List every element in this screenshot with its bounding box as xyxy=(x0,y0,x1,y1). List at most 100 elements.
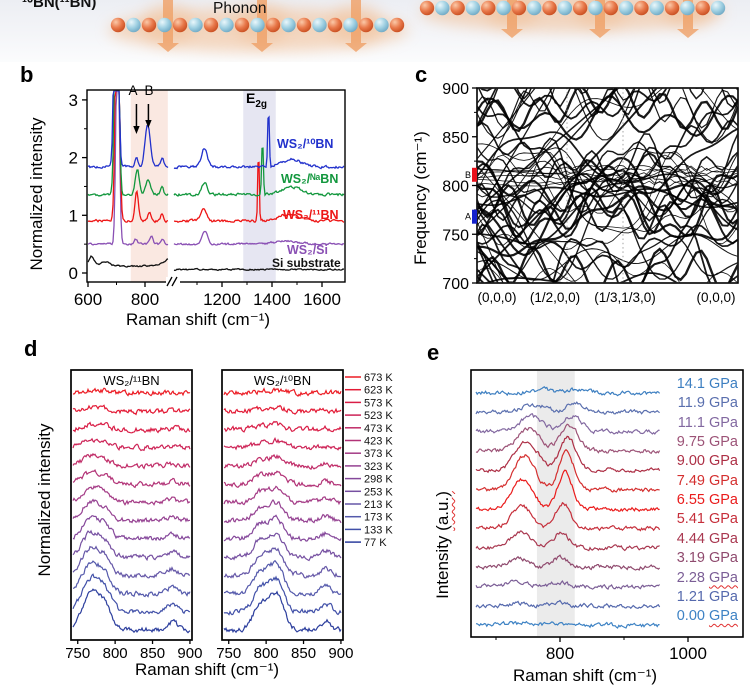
pressure-value: 9.00 xyxy=(676,453,709,470)
legend-temperature-label: 673 K xyxy=(364,372,393,384)
panel-b-letter: b xyxy=(20,62,34,87)
pressure-label: 5.41 GPa xyxy=(652,511,738,527)
pressure-value: 11.9 xyxy=(677,395,709,412)
pressure-label: 11.9 GPa xyxy=(652,395,738,411)
raman-spectrum-curve xyxy=(87,90,169,197)
temperature-spectrum-curve xyxy=(72,485,191,506)
phonon-band xyxy=(477,128,738,195)
pressure-unit: GPa xyxy=(708,588,738,605)
phonon-band xyxy=(485,272,738,283)
nitrogen-atom xyxy=(374,17,389,33)
panel-d-title-11bn: WS₂/¹¹BN xyxy=(103,373,160,388)
nitrogen-atom xyxy=(588,0,603,16)
x-tick-label: 800 xyxy=(254,645,279,662)
temperature-spectrum-curve xyxy=(72,404,191,416)
pressure-unit: GPa xyxy=(708,550,738,567)
annotation-arrowhead xyxy=(133,126,140,134)
pressure-spectrum-curve xyxy=(475,413,660,435)
temperature-spectrum-curve xyxy=(72,498,191,524)
legend-temperature-label: 213 K xyxy=(364,499,393,511)
x-tick-label: (1/2,0,0) xyxy=(530,290,580,305)
panel-d-xlabel: Raman shift (cm⁻¹) xyxy=(134,660,280,679)
nitrogen-atom xyxy=(343,17,358,33)
series-label-si-substrate: Si substrate xyxy=(272,256,341,270)
temperature-spectrum-curve xyxy=(72,529,191,562)
x-tick-label: 1600 xyxy=(303,290,341,309)
raman-spectrum-curve xyxy=(173,147,345,197)
pressure-spectrum-curve xyxy=(475,386,661,397)
panel-b-ylabel: Normalized intensity xyxy=(27,117,46,271)
axis-break-mask xyxy=(166,277,180,287)
pressure-spectrum-curve xyxy=(475,401,660,415)
pressure-unit: GPa xyxy=(708,530,738,547)
nitrogen-atom xyxy=(435,0,450,16)
raman-spectrum-curve xyxy=(173,161,345,224)
phonon-band xyxy=(477,88,738,161)
pressure-value: 3.19 xyxy=(676,550,709,567)
pressure-value: 5.41 xyxy=(676,511,709,528)
pressure-label: 11.1 GPa xyxy=(652,415,738,431)
phonon-arrow xyxy=(501,0,523,38)
pressure-label: 9.00 GPa xyxy=(652,453,738,469)
x-tick-label: 750 xyxy=(216,645,241,662)
temperature-spectrum-curve xyxy=(72,545,191,579)
temperature-spectrum-curve xyxy=(223,547,342,579)
boron-atom xyxy=(141,17,157,33)
legend-temperature-label: 298 K xyxy=(364,474,393,486)
pressure-label: 0.00 GPa xyxy=(652,608,738,624)
temperature-spectrum-curve xyxy=(223,387,342,398)
pressure-unit: GPa xyxy=(708,608,738,625)
pressure-unit: GPa xyxy=(708,492,738,509)
boron-atom xyxy=(419,0,435,16)
temperature-spectrum-curve xyxy=(72,468,191,489)
pressure-label: 1.21 GPa xyxy=(652,589,738,605)
x-tick-label: 600 xyxy=(74,290,102,309)
temperature-spectrum-curve xyxy=(223,514,342,542)
phonon-band xyxy=(477,165,738,171)
phonon-band xyxy=(477,245,738,283)
nitrogen-atom xyxy=(219,17,234,33)
y-tick-label: 2 xyxy=(69,149,78,168)
phonon-band xyxy=(477,233,738,281)
phonon-band xyxy=(477,88,738,133)
phonon-band xyxy=(477,183,738,258)
temperature-spectrum-curve xyxy=(223,470,342,488)
nitrogen-atom xyxy=(496,0,511,16)
legend-temperature-label: 77 K xyxy=(364,537,387,549)
temperature-spectrum-curve xyxy=(72,560,191,598)
nitrogen-atom xyxy=(557,0,573,16)
phonon-band xyxy=(477,88,497,127)
boron-atom xyxy=(572,0,588,16)
pressure-value: 4.44 xyxy=(676,530,709,547)
pressure-value: 14.1 xyxy=(676,376,709,392)
x-tick-label: 800 xyxy=(103,645,128,662)
nitrogen-atom xyxy=(157,17,172,33)
raman-spectrum-curve xyxy=(173,230,345,246)
raman-spectrum-curve xyxy=(173,267,345,272)
y-tick-label: 750 xyxy=(442,227,469,244)
phonon-arrow xyxy=(589,0,611,38)
boron-atom xyxy=(296,17,312,33)
marker-b xyxy=(472,167,477,182)
nitrogen-atom xyxy=(680,0,695,16)
pressure-spectrum-curve xyxy=(475,554,661,571)
series-label-ws2-si: WS₂/Si xyxy=(287,243,328,257)
panel-b-annotation-a: A xyxy=(128,83,138,98)
pressure-value: 7.49 xyxy=(676,472,709,489)
x-tick-label: 850 xyxy=(291,645,316,662)
legend-temperature-label: 373 K xyxy=(364,448,393,460)
panel-d-ylabel: Normalized intensity xyxy=(35,423,54,577)
legend-temperature-label: 323 K xyxy=(364,461,393,473)
panel-a-phonon-label: Phonon xyxy=(213,0,267,17)
temperature-spectrum-curve xyxy=(224,498,342,524)
phonon-band xyxy=(477,160,738,219)
y-tick-label: 1 xyxy=(69,206,78,225)
pressure-label: 9.75 GPa xyxy=(652,434,738,450)
panel-b-annotation-b: B xyxy=(144,83,154,98)
phonon-arrow xyxy=(677,0,699,38)
pressure-spectrum-curve xyxy=(475,423,661,455)
x-tick-label: (0,0,0) xyxy=(477,290,516,305)
pressure-label: 14.1 GPa xyxy=(652,376,738,392)
pressure-label: 7.49 GPa xyxy=(652,473,738,489)
